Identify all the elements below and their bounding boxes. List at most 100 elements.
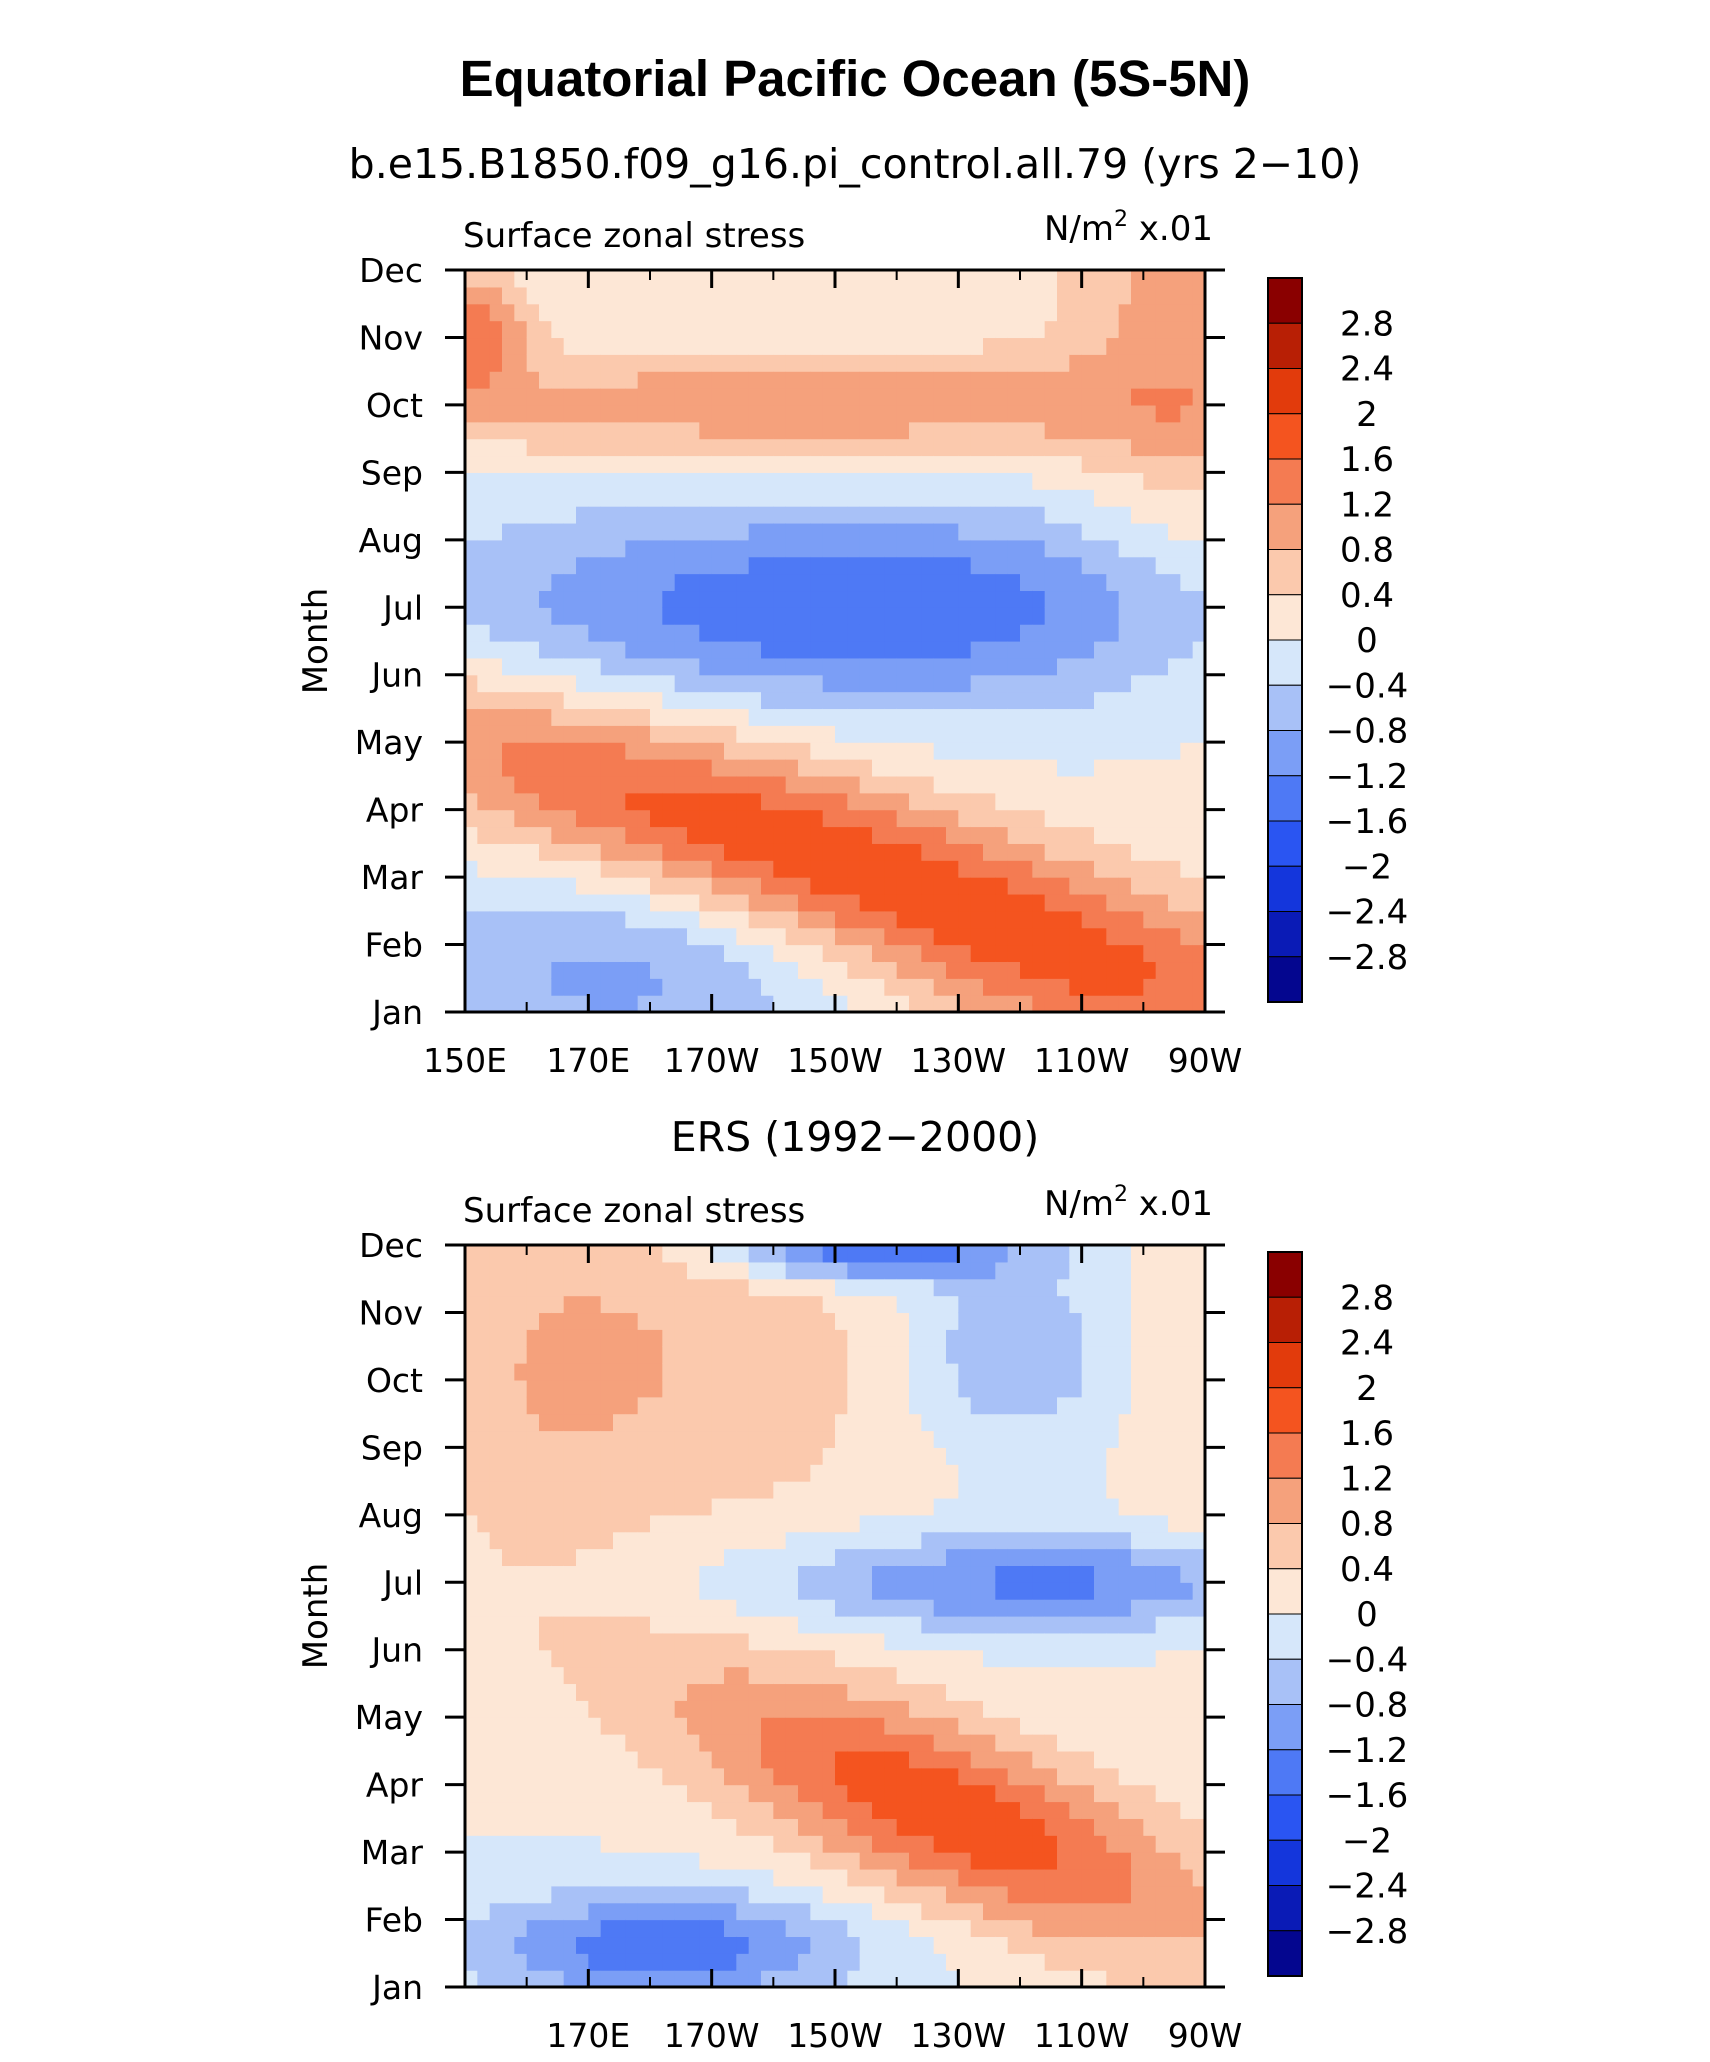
contour-cell bbox=[613, 1278, 626, 1297]
contour-cell bbox=[921, 1261, 935, 1280]
contour-cell bbox=[748, 1295, 762, 1314]
contour-cell bbox=[946, 1868, 959, 1887]
contour-cell bbox=[489, 573, 503, 592]
contour-cell bbox=[662, 1902, 676, 1921]
contour-cell bbox=[1180, 573, 1194, 592]
contour-cell bbox=[810, 1363, 824, 1381]
contour-cell bbox=[1094, 893, 1107, 912]
contour-cell bbox=[465, 1514, 478, 1533]
contour-cell bbox=[699, 1936, 713, 1954]
contour-cell bbox=[970, 388, 984, 406]
contour-cell bbox=[1007, 489, 1021, 507]
contour-cell bbox=[859, 792, 873, 811]
contour-cell bbox=[465, 1481, 478, 1499]
contour-cell bbox=[896, 303, 910, 322]
contour-cell bbox=[637, 1919, 651, 1938]
contour-cell bbox=[1020, 995, 1033, 1012]
contour-cell bbox=[748, 944, 762, 963]
contour-cell bbox=[1081, 607, 1095, 625]
contour-cell bbox=[810, 1885, 824, 1904]
contour-cell bbox=[909, 354, 922, 372]
contour-cell bbox=[822, 1970, 836, 1987]
contour-cell bbox=[477, 455, 491, 473]
contour-cell bbox=[588, 1514, 602, 1533]
contour-cell bbox=[909, 1970, 922, 1987]
contour-cell bbox=[933, 1261, 947, 1280]
contour-cell bbox=[896, 590, 910, 608]
contour-cell bbox=[1069, 843, 1083, 861]
contour-cell bbox=[551, 573, 565, 592]
contour-cell bbox=[724, 607, 737, 625]
contour-cell bbox=[724, 388, 737, 406]
contour-cell bbox=[502, 674, 515, 693]
contour-cell bbox=[946, 927, 959, 946]
contour-cell bbox=[822, 843, 836, 861]
contour-cell bbox=[822, 1261, 836, 1280]
contour-cell bbox=[958, 759, 972, 777]
contour-cell bbox=[489, 404, 503, 423]
contour-cell bbox=[995, 1447, 1009, 1465]
contour-cell bbox=[588, 1784, 602, 1803]
contour-cell bbox=[785, 1801, 799, 1819]
contour-cell bbox=[1094, 388, 1107, 406]
contour-cell bbox=[995, 860, 1009, 878]
contour-cell bbox=[785, 1885, 799, 1904]
contour-cell bbox=[995, 1278, 1009, 1297]
contour-cell bbox=[576, 893, 589, 912]
contour-cell bbox=[1069, 1329, 1083, 1347]
contour-cell bbox=[1143, 354, 1157, 372]
contour-cell bbox=[477, 1497, 491, 1516]
contour-cell bbox=[785, 1700, 799, 1718]
contour-cell bbox=[576, 1514, 589, 1533]
contour-cell bbox=[600, 1497, 614, 1516]
contour-cell bbox=[872, 1835, 885, 1853]
contour-cell bbox=[489, 657, 503, 676]
contour-cell bbox=[600, 978, 614, 996]
contour-cell bbox=[798, 1632, 811, 1651]
contour-cell bbox=[822, 438, 836, 457]
contour-cell bbox=[859, 1936, 873, 1954]
contour-cell bbox=[1106, 691, 1120, 710]
contour-cell bbox=[613, 1599, 626, 1617]
contour-cell bbox=[699, 438, 713, 457]
contour-cell bbox=[650, 1683, 663, 1701]
contour-cell bbox=[1081, 961, 1095, 979]
contour-cell bbox=[970, 843, 984, 861]
contour-cell bbox=[489, 978, 503, 996]
contour-cell bbox=[674, 641, 688, 659]
contour-cell bbox=[539, 1818, 552, 1836]
contour-cell bbox=[625, 691, 639, 710]
contour-cell bbox=[563, 691, 577, 710]
contour-cell bbox=[625, 742, 639, 760]
contour-cell bbox=[687, 1717, 700, 1735]
contour-cell bbox=[1057, 1295, 1070, 1314]
contour-cell bbox=[884, 995, 898, 1012]
contour-cell bbox=[798, 961, 811, 979]
contour-cell bbox=[1180, 860, 1194, 878]
contour-cell bbox=[761, 1464, 774, 1482]
contour-cell bbox=[551, 1683, 565, 1701]
contour-cell bbox=[674, 944, 688, 963]
contour-cell bbox=[1007, 1447, 1021, 1465]
contour-cell bbox=[724, 438, 737, 457]
contour-cell bbox=[465, 1413, 478, 1432]
contour-cell bbox=[946, 1514, 959, 1533]
contour-cell bbox=[1007, 826, 1021, 844]
contour-cell bbox=[489, 607, 503, 625]
contour-cell bbox=[711, 1565, 725, 1583]
contour-cell bbox=[736, 893, 750, 912]
contour-cell bbox=[1007, 1261, 1021, 1280]
contour-cell bbox=[502, 1481, 515, 1499]
contour-cell bbox=[502, 1363, 515, 1381]
contour-cell bbox=[465, 1447, 478, 1465]
contour-cell bbox=[822, 1396, 836, 1415]
contour-cell bbox=[551, 421, 565, 440]
contour-cell bbox=[970, 1767, 984, 1786]
contour-cell bbox=[699, 860, 713, 878]
contour-cell bbox=[502, 893, 515, 912]
contour-cell bbox=[822, 1818, 836, 1836]
contour-cell bbox=[822, 539, 836, 558]
contour-cell bbox=[822, 270, 836, 288]
contour-cell bbox=[514, 506, 528, 524]
contour-cell bbox=[847, 893, 861, 912]
